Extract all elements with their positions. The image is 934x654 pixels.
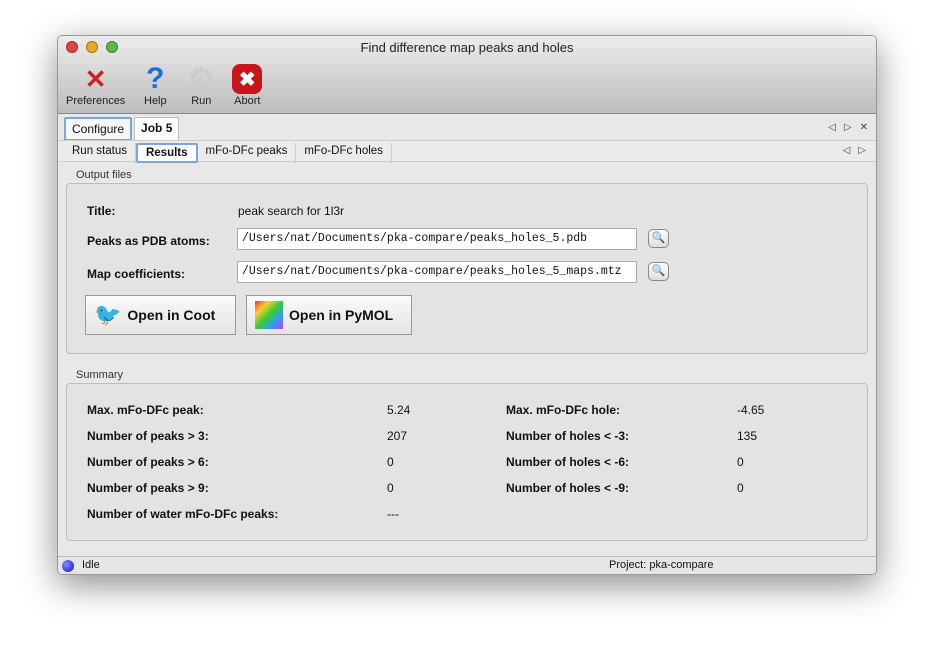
summary-right-label: Number of holes < -9:: [506, 481, 630, 495]
close-window-button[interactable]: [66, 41, 78, 53]
open-in-coot-label: Open in Coot: [127, 307, 216, 323]
summary-group: Max. mFo-DFc peak: 5.24 Number of peaks …: [66, 383, 868, 541]
open-in-pymol-label: Open in PyMOL: [289, 307, 394, 323]
summary-right-label: Number of holes < -6:: [506, 455, 630, 469]
help-button[interactable]: ? Help: [139, 62, 171, 107]
summary-left-value: 0: [387, 481, 394, 495]
close-tab-icon[interactable]: ✕: [859, 122, 868, 133]
zoom-window-button[interactable]: [106, 41, 118, 53]
map-label: Map coefficients:: [87, 267, 186, 281]
subtab-peaks[interactable]: mFo-DFc peaks: [198, 143, 297, 163]
tab-job-5[interactable]: Job 5: [134, 117, 180, 141]
gear-icon: ⚙: [187, 62, 215, 96]
window-title: Find difference map peaks and holes: [360, 40, 574, 55]
summary-right-value: -4.65: [737, 403, 765, 417]
title-label: Title:: [87, 204, 116, 218]
output-files-group: Title: peak search for 1l3r Peaks as PDB…: [66, 183, 868, 354]
subtab-next-icon[interactable]: ▷: [858, 145, 866, 156]
help-label: Help: [144, 95, 167, 107]
summary-left-value: 5.24: [387, 403, 411, 417]
abort-button[interactable]: ✖ Abort: [231, 63, 263, 107]
summary-left-label: Number of water mFo-DFc peaks:: [87, 507, 279, 521]
summary-right-label: Max. mFo-DFc hole:: [506, 403, 621, 417]
open-in-pymol-button[interactable]: Open in PyMOL: [246, 295, 412, 335]
project-label: Project: pka-compare: [609, 559, 714, 571]
summary-left-label: Number of peaks > 6:: [87, 455, 209, 469]
pdb-path-field[interactable]: /Users/nat/Documents/pka-compare/peaks_h…: [237, 228, 637, 250]
status-text: Idle: [82, 559, 100, 571]
map-path-field[interactable]: /Users/nat/Documents/pka-compare/peaks_h…: [237, 261, 637, 283]
subtab-prev-icon[interactable]: ◁: [842, 145, 851, 156]
open-in-coot-button[interactable]: 🐦 Open in Coot: [85, 295, 236, 335]
summary-heading: Summary: [76, 369, 124, 381]
summary-right-value: 0: [737, 455, 744, 469]
pymol-icon: [255, 301, 283, 329]
coot-bird-icon: 🐦: [94, 302, 122, 327]
output-files-heading: Output files: [76, 169, 132, 181]
magnifier-icon: 🔍: [651, 232, 666, 244]
minimize-window-button[interactable]: [86, 41, 98, 53]
abort-label: Abort: [234, 95, 261, 107]
summary-left-label: Number of peaks > 3:: [87, 429, 209, 443]
subtab-results[interactable]: Results: [135, 143, 198, 163]
help-icon: ?: [146, 62, 165, 95]
tools-icon: ✕: [84, 63, 107, 94]
tab-prev-icon[interactable]: ◁: [828, 122, 836, 133]
tab-next-icon[interactable]: ▷: [843, 122, 852, 133]
app-window: Find difference map peaks and holes ✕ Pre…: [57, 35, 877, 575]
run-button[interactable]: ⚙ Run: [185, 62, 217, 108]
summary-right-label: Number of holes < -3:: [506, 429, 630, 443]
pdb-label: Peaks as PDB atoms:: [87, 234, 210, 248]
abort-icon: ✖: [231, 63, 263, 95]
magnifier-icon: 🔍: [651, 265, 666, 277]
tab-configure[interactable]: Configure: [64, 117, 133, 141]
summary-left-value: ---: [387, 507, 399, 521]
pdb-browse-button[interactable]: 🔍: [648, 229, 669, 248]
run-label: Run: [191, 95, 212, 107]
summary-left-value: 0: [387, 455, 394, 469]
preferences-label: Preferences: [66, 95, 126, 107]
preferences-button[interactable]: ✕ Preferences: [66, 63, 126, 108]
summary-left-value: 207: [387, 429, 408, 443]
subtab-run-status[interactable]: Run status: [64, 143, 136, 163]
map-browse-button[interactable]: 🔍: [648, 262, 669, 281]
status-bar: Idle Project: pka-compare: [58, 556, 876, 574]
status-indicator-icon: [62, 560, 74, 572]
title-value: peak search for 1l3r: [238, 204, 345, 218]
summary-right-value: 0: [737, 481, 744, 495]
summary-left-label: Number of peaks > 9:: [87, 481, 209, 495]
summary-right-value: 135: [737, 429, 758, 443]
summary-left-label: Max. mFo-DFc peak:: [87, 403, 204, 417]
subtab-holes[interactable]: mFo-DFc holes: [296, 143, 392, 163]
title-bar: Find difference map peaks and holes ✕ Pre…: [58, 36, 876, 114]
